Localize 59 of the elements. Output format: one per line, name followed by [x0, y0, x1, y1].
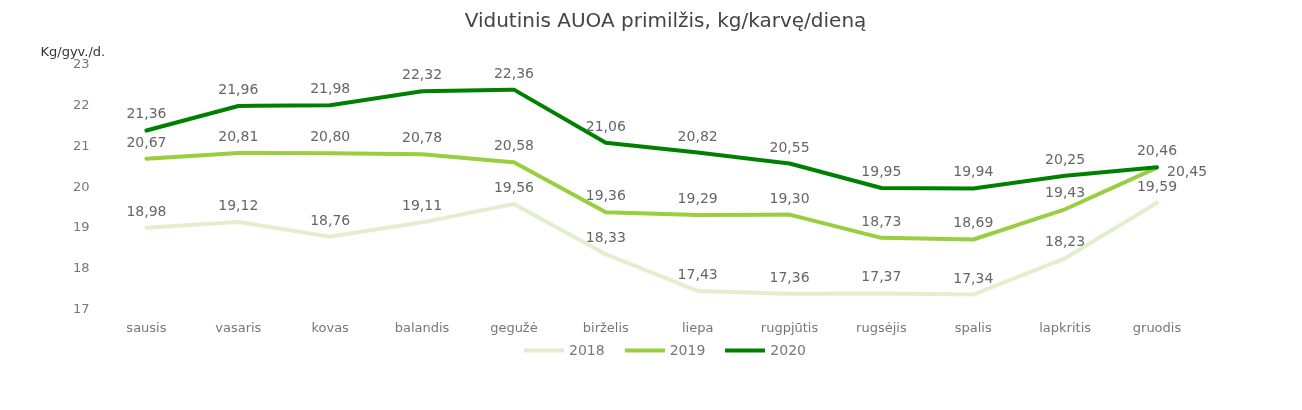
x-tick-label: rugsėjis [856, 319, 907, 335]
data-label: 20,80 [310, 128, 351, 145]
data-label: 20,55 [769, 138, 810, 155]
data-label: 19,95 [861, 163, 902, 180]
data-label: 19,30 [769, 189, 810, 206]
x-tick-label: rugpjūtis [760, 319, 819, 335]
chart-title: Vidutinis AUOA primilžis, kg/karvę/dieną [464, 7, 867, 32]
data-label: 17,43 [677, 265, 718, 282]
data-label: 19,36 [585, 187, 626, 204]
y-axis-title: Kg/gyv./d. [40, 43, 106, 59]
data-label: 20,46 [1136, 142, 1178, 159]
data-label: 19,29 [677, 189, 718, 206]
y-tick-label: 17 [72, 301, 90, 316]
data-label: 18,76 [310, 211, 351, 228]
x-tick-label: gruodis [1132, 319, 1182, 335]
data-label: 19,43 [1045, 184, 1086, 201]
y-tick-label: 19 [72, 219, 90, 235]
data-label: 19,56 [493, 178, 535, 195]
y-tick-label: 21 [72, 137, 90, 153]
data-label: 18,98 [126, 202, 167, 219]
x-tick-label: gegužė [490, 319, 538, 335]
legend-label: 2020 [770, 342, 806, 358]
data-label: 20,81 [218, 127, 259, 144]
data-label: 19,12 [218, 196, 259, 213]
data-label: 19,11 [402, 197, 443, 214]
data-label: 20,45 [1167, 162, 1208, 179]
data-label: 17,37 [861, 268, 902, 285]
data-label: 18,73 [861, 212, 902, 229]
data-label: 17,36 [769, 268, 810, 285]
data-label: 20,25 [1045, 150, 1086, 167]
data-label: 18,33 [585, 229, 626, 246]
data-label: 22,32 [402, 66, 443, 83]
data-label: 20,58 [493, 137, 534, 154]
y-tick-label: 18 [72, 260, 90, 276]
y-tick-label: 20 [72, 178, 90, 194]
data-label: 21,98 [310, 80, 351, 97]
data-label: 21,96 [218, 80, 259, 97]
data-label: 20,78 [402, 129, 443, 146]
data-label: 21,36 [126, 105, 167, 122]
data-label: 18,23 [1045, 233, 1086, 250]
data-label: 19,94 [953, 163, 994, 180]
legend-label: 2018 [569, 342, 605, 358]
x-tick-label: spalis [954, 319, 992, 335]
x-tick-label: liepa [681, 319, 714, 335]
data-label: 21,06 [585, 117, 626, 134]
data-label: 22,36 [493, 64, 535, 81]
x-tick-label: lapkritis [1039, 319, 1092, 335]
data-label: 20,82 [677, 127, 718, 144]
data-label: 18,69 [953, 214, 994, 231]
y-tick-label: 22 [72, 96, 90, 112]
x-tick-label: birželis [582, 319, 630, 335]
x-tick-label: sausis [126, 319, 167, 335]
legend-label: 2019 [669, 342, 706, 358]
data-label: 19,59 [1136, 177, 1178, 194]
x-tick-label: balandis [394, 319, 450, 335]
x-tick-label: vasaris [215, 319, 262, 335]
x-tick-label: kovas [311, 319, 350, 335]
data-label: 17,34 [953, 269, 994, 286]
data-label: 20,67 [126, 133, 167, 150]
